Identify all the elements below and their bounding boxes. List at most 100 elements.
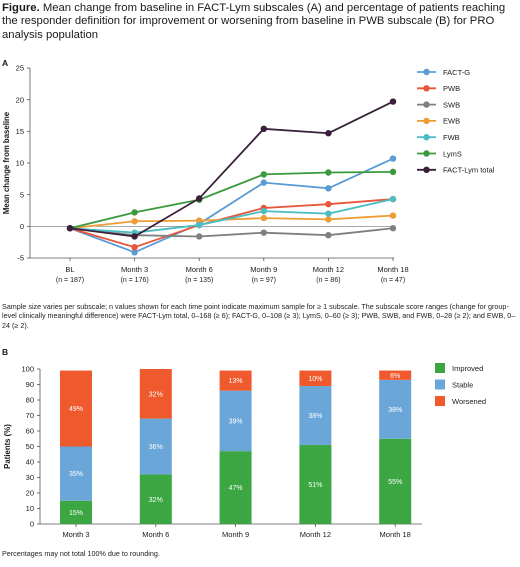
y-tick-label: 0 (20, 222, 24, 231)
bar-data-label: 32% (149, 497, 163, 504)
y-tick-label: 5 (20, 190, 24, 199)
y-tick-label: 100 (21, 365, 34, 374)
y-tick-label: 40 (26, 458, 34, 467)
bar-data-label: 6% (390, 373, 400, 380)
data-point (131, 249, 138, 256)
bar-data-label: 32% (149, 391, 163, 398)
legend-swatch-marker (423, 166, 430, 173)
data-point (66, 225, 74, 232)
y-tick-label: 20 (26, 489, 34, 498)
legend-swatch-marker (423, 117, 430, 125)
bar-data-label: 13% (229, 378, 243, 385)
y-axis-label: Mean change from baseline (2, 111, 11, 214)
data-point (325, 200, 332, 208)
y-tick-label: 25 (16, 64, 24, 73)
bar-data-label: 39% (229, 419, 243, 426)
data-point (260, 229, 267, 236)
bar-data-label: 49% (69, 406, 83, 413)
y-tick-label: 10 (26, 504, 34, 513)
bar-data-label: 55% (388, 479, 402, 486)
legend-swatch-marker (423, 134, 430, 141)
bar-segment-improved (379, 438, 412, 524)
bar-segment-improved (60, 500, 92, 524)
data-point (389, 212, 397, 219)
legend-label: Improved (452, 364, 483, 373)
bar-data-label: 51% (308, 482, 322, 489)
stacked-bar-chart-panel-b: 0 10 20 30 40 50 60 70 80 90 100 Patients (%) 15% 35%… (3, 363, 486, 539)
y-tick-label: 90 (26, 380, 34, 389)
line-chart-panel-a: -5 0 5 10 15 20 25 BL (n = 187) Month 3 (n = 176) M… (2, 64, 495, 284)
bar-segment-worsened (60, 370, 92, 447)
data-point (196, 233, 203, 240)
series-line-fwb (69, 198, 394, 234)
y-tick-label: 10 (16, 159, 24, 168)
legend-swatch (435, 379, 445, 390)
y-tick-label: 60 (26, 427, 34, 436)
bar-segment-stable (379, 379, 412, 439)
legend-label: Worsened (452, 397, 486, 406)
legend-swatch-marker (423, 101, 430, 108)
x-tick-n-label: (n = 97) (252, 277, 276, 284)
bar-segment-worsened (379, 370, 412, 380)
legend-swatch-marker (423, 150, 430, 157)
x-tick-label: Month 6 (186, 265, 213, 274)
bar-segment-improved (219, 451, 252, 524)
data-point (260, 179, 267, 186)
data-point (196, 221, 203, 229)
x-tick-label: BL (65, 265, 74, 274)
x-tick-n-label: (n = 176) (120, 277, 148, 284)
data-point (131, 233, 138, 240)
legend-label: Stable (452, 380, 473, 389)
data-point (325, 210, 332, 217)
y-tick-label: 20 (16, 95, 24, 104)
data-point (325, 169, 332, 176)
legend-label: FACT-Lym total (443, 166, 495, 175)
bar-data-label: 47% (229, 485, 243, 492)
x-tick-label: Month 3 (62, 530, 89, 539)
legend-swatch-marker (423, 85, 430, 92)
bar-segment-improved (299, 444, 332, 524)
x-tick-label: Month 12 (300, 530, 331, 539)
data-point (260, 171, 267, 178)
figure-title-label: Figure. (2, 2, 40, 14)
bar-segment-worsened (139, 369, 172, 419)
data-point (389, 225, 397, 232)
series-line-pwb (69, 198, 394, 249)
series-line-swb (69, 227, 394, 238)
bar-segment-stable (139, 418, 172, 475)
figure-title: Figure. Mean change from baseline in FAC… (2, 2, 516, 42)
x-tick-label: Month 6 (142, 530, 169, 539)
y-tick-label: 70 (26, 411, 34, 420)
legend-label: PWB (443, 84, 460, 93)
panel-a-note: Sample size varies per subscale; n value… (2, 302, 516, 330)
data-point (389, 98, 397, 105)
data-point (389, 155, 397, 162)
x-tick-label: Month 12 (313, 265, 344, 274)
panel-b-note: Percentages may not total 100% due to ro… (2, 549, 160, 558)
bar-segment-worsened (299, 370, 332, 387)
y-tick-label: 80 (26, 396, 34, 405)
figure-title-text: Mean change from baseline in FACT-Lym su… (2, 2, 506, 41)
series-line-fact-g (69, 157, 394, 254)
x-tick-label: Month 3 (121, 265, 148, 274)
legend-label: FWB (443, 133, 460, 142)
legend-swatch-marker (423, 68, 430, 76)
y-tick-label: 0 (30, 520, 34, 529)
bar-data-label: 38% (308, 413, 322, 420)
bar-data-label: 38% (388, 407, 402, 414)
data-point (260, 207, 267, 215)
y-tick-label: 30 (26, 473, 34, 482)
bar-segment-stable (299, 386, 332, 445)
data-point (260, 214, 267, 222)
data-point (131, 218, 138, 225)
bar-data-label: 36% (149, 444, 163, 451)
data-point (196, 217, 203, 224)
series-line-ewb (69, 214, 394, 230)
y-tick-label: 15 (16, 127, 24, 136)
panel-b-label: B (2, 347, 9, 357)
series-line-fact-lym-total (69, 100, 394, 238)
data-point (196, 195, 203, 202)
legend-label: SWB (443, 100, 460, 109)
bar-data-label: 10% (308, 376, 322, 383)
x-tick-n-label: (n = 135) (185, 277, 213, 284)
